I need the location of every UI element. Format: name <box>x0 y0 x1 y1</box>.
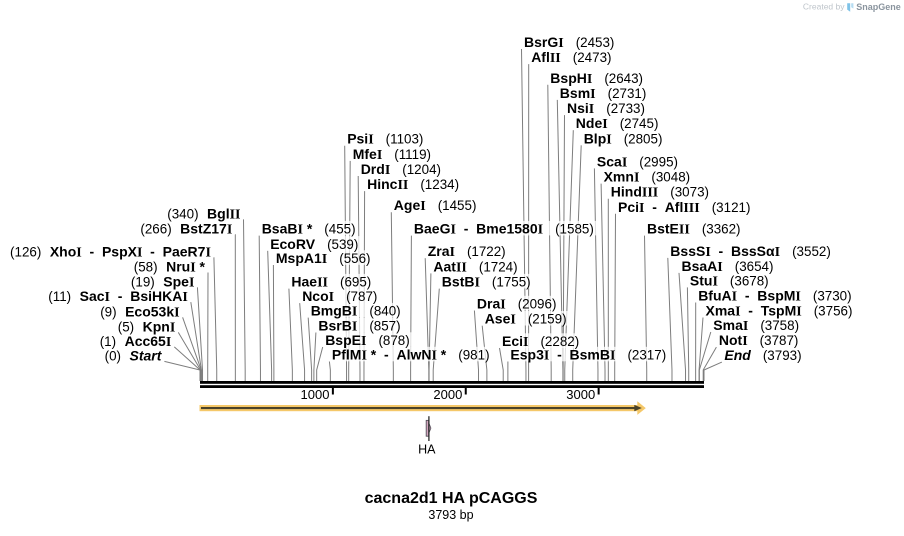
svg-text:BsrBI(857): BsrBI (857) <box>318 318 400 335</box>
svg-text:(1)Acc65I: (1) Acc65I <box>100 333 172 350</box>
svg-text:(340)BglII: (340) BglII <box>167 205 240 222</box>
svg-text:EcoRV(539): EcoRV (539) <box>270 236 358 252</box>
svg-text:BsrGI(2453): BsrGI (2453) <box>524 34 614 51</box>
svg-text:NcoI(787): NcoI (787) <box>302 288 377 305</box>
svg-text:AatII(1724): AatII (1724) <box>433 258 517 275</box>
svg-text:PsiI(1103): PsiI (1103) <box>347 131 423 148</box>
svg-text:StuI(3678): StuI (3678) <box>690 272 769 289</box>
svg-text:ZraI(1722): ZraI (1722) <box>428 243 506 260</box>
svg-text:HincII(1234): HincII (1234) <box>367 176 459 193</box>
svg-text:NsiI(2733): NsiI (2733) <box>567 100 645 117</box>
svg-text:Created by: Created by <box>803 2 845 12</box>
svg-text:SnapGene: SnapGene <box>856 2 901 12</box>
svg-text:BsaBI *(455): BsaBI * (455) <box>262 221 356 238</box>
svg-text:NdeI(2745): NdeI (2745) <box>576 115 659 132</box>
svg-text:BspHI(2643): BspHI (2643) <box>550 70 643 87</box>
svg-text:End(3793): End (3793) <box>724 347 801 363</box>
svg-text:AseI(2159): AseI (2159) <box>485 311 567 328</box>
svg-text:BstEII(3362): BstEII (3362) <box>647 221 741 238</box>
svg-text:PflMI * - AlwNI *(981): PflMI * - AlwNI * (981) <box>332 347 490 364</box>
svg-text:PciI - AflIII(3121): PciI - AflIII (3121) <box>618 199 750 216</box>
svg-text:XmaI - TspMI(3756): XmaI - TspMI (3756) <box>706 303 853 320</box>
svg-text:BssSI - BssSαI(3552): BssSI - BssSαI (3552) <box>670 243 831 260</box>
svg-text:(126)XhoI - PspXI - PaeR7I: (126) XhoI - PspXI - PaeR7I <box>10 243 211 260</box>
svg-text:HindIII(3073): HindIII (3073) <box>611 184 709 201</box>
svg-text:XmnI(3048): XmnI (3048) <box>604 169 691 186</box>
svg-text:(0)Start: (0) Start <box>105 347 163 363</box>
svg-text:Esp3I - BsmBI(2317): Esp3I - BsmBI (2317) <box>510 347 666 364</box>
svg-text:(19)SpeI: (19) SpeI <box>131 273 194 290</box>
svg-text:(9)Eco53kI: (9) Eco53kI <box>100 303 179 320</box>
svg-text:AgeI(1455): AgeI (1455) <box>394 197 477 214</box>
svg-text:NotI(3787): NotI (3787) <box>719 332 799 349</box>
svg-text:cacna2d1 HA pCAGGS: cacna2d1 HA pCAGGS <box>365 490 538 507</box>
svg-text:BfuAI - BspMI(3730): BfuAI - BspMI (3730) <box>698 288 851 305</box>
svg-text:BlpI(2805): BlpI (2805) <box>584 130 663 147</box>
svg-text:MspA1I(556): MspA1I (556) <box>276 250 371 267</box>
svg-text:3000: 3000 <box>566 387 595 402</box>
svg-text:(11)SacI - BsiHKAI: (11) SacI - BsiHKAI <box>48 288 187 305</box>
svg-text:BmgBI(840): BmgBI (840) <box>311 303 401 320</box>
svg-text:DrdI(1204): DrdI (1204) <box>361 161 441 178</box>
svg-text:SmaI(3758): SmaI (3758) <box>713 317 799 334</box>
svg-text:MfeI(1119): MfeI (1119) <box>353 146 431 163</box>
svg-text:HaeII(695): HaeII (695) <box>291 274 371 291</box>
svg-text:2000: 2000 <box>433 387 462 402</box>
svg-text:3793 bp: 3793 bp <box>428 508 473 522</box>
svg-text:BsmI(2731): BsmI (2731) <box>560 85 647 102</box>
svg-text:BstBI(1755): BstBI (1755) <box>442 274 531 291</box>
svg-text:HA: HA <box>418 443 436 457</box>
svg-text:BaeGI - Bme1580I(1585): BaeGI - Bme1580I (1585) <box>414 221 594 238</box>
svg-text:EciI(2282): EciI (2282) <box>502 333 579 350</box>
svg-text:AflII(2473): AflII (2473) <box>531 49 611 66</box>
svg-text:ScaI(2995): ScaI (2995) <box>597 153 678 170</box>
svg-text:(5)KpnI: (5) KpnI <box>118 318 176 335</box>
svg-text:BspEI(878): BspEI (878) <box>325 332 410 349</box>
svg-text:DraI(2096): DraI (2096) <box>477 296 557 313</box>
svg-text:(58)NruI *: (58) NruI * <box>134 259 206 276</box>
svg-text:1000: 1000 <box>301 387 330 402</box>
svg-text:BsaAI(3654): BsaAI (3654) <box>682 258 774 275</box>
svg-text:(266)BstZ17I: (266) BstZ17I <box>140 220 232 237</box>
